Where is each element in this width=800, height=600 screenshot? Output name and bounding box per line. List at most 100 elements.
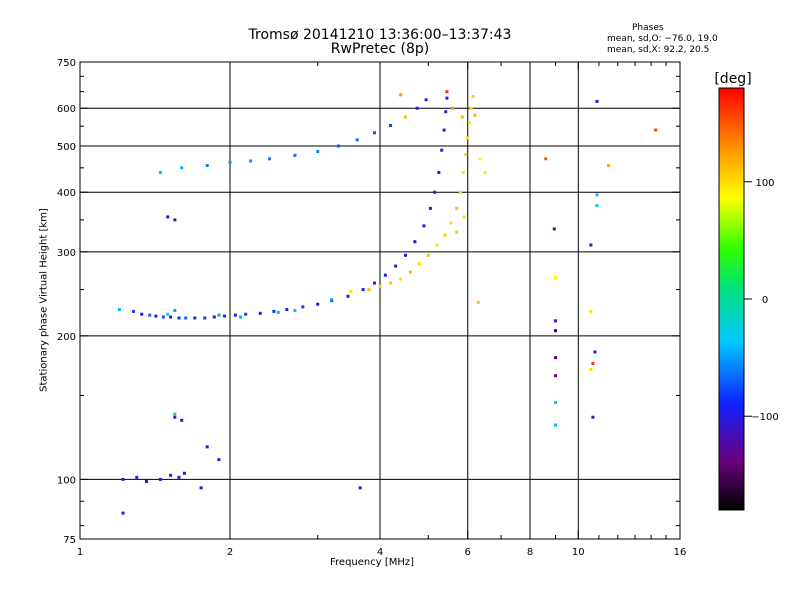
data-point [460,115,464,119]
data-point [461,170,465,174]
data-point [442,128,446,132]
data-point [654,128,658,132]
data-point [173,308,177,312]
data-point [455,230,459,234]
data-point [355,138,359,142]
x-tick-label: 4 [377,547,383,558]
data-point [589,243,593,247]
data-point [154,314,158,318]
data-point [121,477,125,481]
colorbar-gradient [718,87,745,511]
data-point [203,316,207,320]
data-point [394,264,398,268]
data-point [316,149,320,153]
data-point [272,309,276,313]
data-point [403,115,407,119]
data-point [473,113,477,117]
data-point [293,308,297,312]
tick-labels: 1 2 4 6 8 10 16 75 100 200 300 400 500 600 750 [57,58,686,558]
y-tick-label: 500 [57,142,76,153]
data-point [444,110,448,114]
data-point [158,170,162,174]
data-point [399,277,403,281]
data-point [389,123,393,127]
data-point [458,190,462,194]
data-point [413,240,417,244]
data-point [595,99,599,103]
data-point [552,227,556,231]
data-point [177,475,181,479]
data-point [595,204,599,208]
data-point [426,253,430,257]
x-tick-label: 10 [572,547,585,558]
colorbar-label: [deg] [714,71,751,87]
data-point [553,319,557,323]
data-point [135,475,139,479]
data-point [249,159,253,163]
x-tick-label: 2 [227,547,233,558]
x-tick-label: 6 [465,547,471,558]
data-point [199,486,203,490]
data-point [443,233,447,237]
chart-subtitle: RwPretec (8p) [330,41,430,57]
data-point [383,273,387,277]
data-point [166,312,170,316]
data-point [228,160,232,164]
grid-lines [80,62,680,539]
y-tick-label: 750 [57,58,76,69]
data-point [595,193,599,197]
data-point [466,136,470,140]
data-point [408,270,412,274]
data-point [316,302,320,306]
data-point [193,316,197,320]
data-point [445,90,449,94]
data-point [244,312,248,316]
data-point [212,315,216,319]
data-point [435,243,439,247]
data-point [591,361,595,365]
phases-o-stats: mean, sd,O: −76.0, 19.0 [607,34,718,44]
data-point [182,471,186,475]
data-point [373,281,377,285]
data-point [346,294,350,298]
colorbar: [deg] 100 0 −100 [714,71,779,511]
data-point [161,315,165,319]
x-tick-label: 16 [674,547,687,558]
data-points [117,90,658,515]
data-point [389,281,393,285]
data-point [173,415,177,419]
data-point [173,218,177,222]
data-point [131,309,135,313]
data-point [145,479,149,483]
data-point [349,289,353,293]
data-point [217,313,221,317]
data-point [451,106,455,110]
data-point [121,511,125,515]
data-point [591,415,595,419]
data-point [593,350,597,354]
y-tick-label: 300 [57,248,76,259]
data-point [358,486,362,490]
data-point [205,445,209,449]
data-point [437,170,441,174]
colorbar-tick-label: 0 [762,295,768,306]
data-point [469,106,473,110]
y-tick-label: 100 [57,475,76,486]
data-point [428,206,432,210]
data-point [553,356,557,360]
data-point [589,367,593,371]
x-tick-label: 1 [77,547,83,558]
data-point [117,308,121,312]
data-point [424,98,428,102]
data-point [276,310,280,314]
data-point [177,316,181,320]
data-point [440,148,444,152]
x-tick-label: 8 [527,547,533,558]
data-point [180,166,184,170]
y-tick-label: 200 [57,332,76,343]
y-tick-label: 400 [57,188,76,199]
data-point [462,215,466,219]
data-point [378,284,382,288]
data-point [267,157,271,161]
plot-frame [79,61,681,540]
